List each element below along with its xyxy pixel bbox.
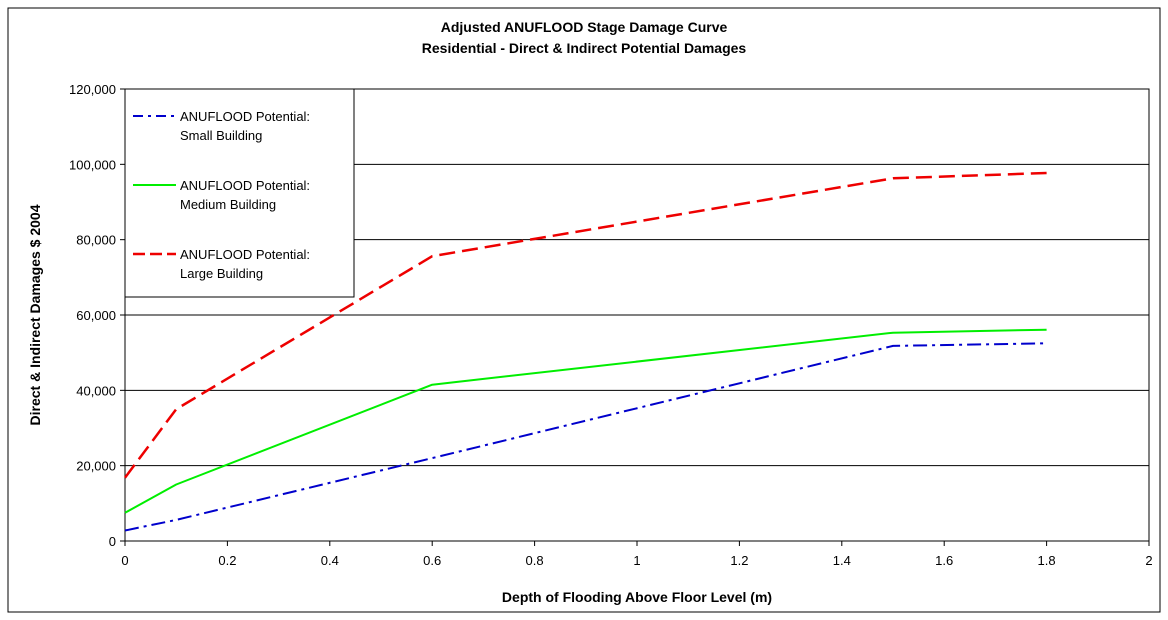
x-tick-label: 0.6	[423, 553, 441, 568]
x-tick-label: 0	[121, 553, 128, 568]
legend-items: ANUFLOOD Potential: Small Building ANUFLOO…	[133, 109, 310, 281]
x-tick-label: 2	[1145, 553, 1152, 568]
y-tick-label: 80,000	[76, 233, 116, 248]
x-axis-label: Depth of Flooding Above Floor Level (m)	[502, 589, 772, 605]
y-axis-label: Direct & Indirect Damages $ 2004	[27, 204, 43, 425]
y-tick-label: 40,000	[76, 383, 116, 398]
chart-title: Adjusted ANUFLOOD Stage Damage Curve	[441, 19, 728, 35]
x-tick-label: 1.8	[1038, 553, 1056, 568]
x-tick-label: 1	[633, 553, 640, 568]
x-tick-label: 0.8	[526, 553, 544, 568]
x-tick-label: 1.4	[833, 553, 851, 568]
y-tick-label: 100,000	[69, 157, 116, 172]
legend-label-line1: ANUFLOOD Potential:	[180, 109, 310, 124]
legend-label-line2: Small Building	[180, 128, 262, 143]
series-line	[124, 342, 1047, 532]
x-tick-label: 0.2	[218, 553, 236, 568]
series-lines	[123, 171, 1047, 532]
series-line	[124, 328, 1047, 514]
legend-label-line2: Large Building	[180, 266, 263, 281]
chart-subtitle: Residential - Direct & Indirect Potentia…	[422, 40, 747, 56]
y-tick-label: 0	[109, 534, 116, 549]
legend-label-line1: ANUFLOOD Potential:	[180, 247, 310, 262]
x-tick-label: 0.4	[321, 553, 339, 568]
y-tick-label: 20,000	[76, 459, 116, 474]
series-line	[123, 171, 1047, 479]
legend-label-line1: ANUFLOOD Potential:	[180, 178, 310, 193]
legend-box	[124, 88, 355, 298]
y-tick-label: 60,000	[76, 308, 116, 323]
x-tick-label: 1.2	[730, 553, 748, 568]
legend: ANUFLOOD Potential: Small Building ANUFLOO…	[124, 88, 355, 298]
x-tick-label: 1.6	[935, 553, 953, 568]
y-axis-ticks: 0 20,000 40,000 60,000 80,000 100,000 120,000	[69, 82, 125, 549]
y-tick-label: 120,000	[69, 82, 116, 97]
legend-label-line2: Medium Building	[180, 197, 276, 212]
x-axis-ticks: 0 0.2 0.4 0.6 0.8 1 1.2 1.4 1.6 1.8 2	[121, 541, 1153, 568]
